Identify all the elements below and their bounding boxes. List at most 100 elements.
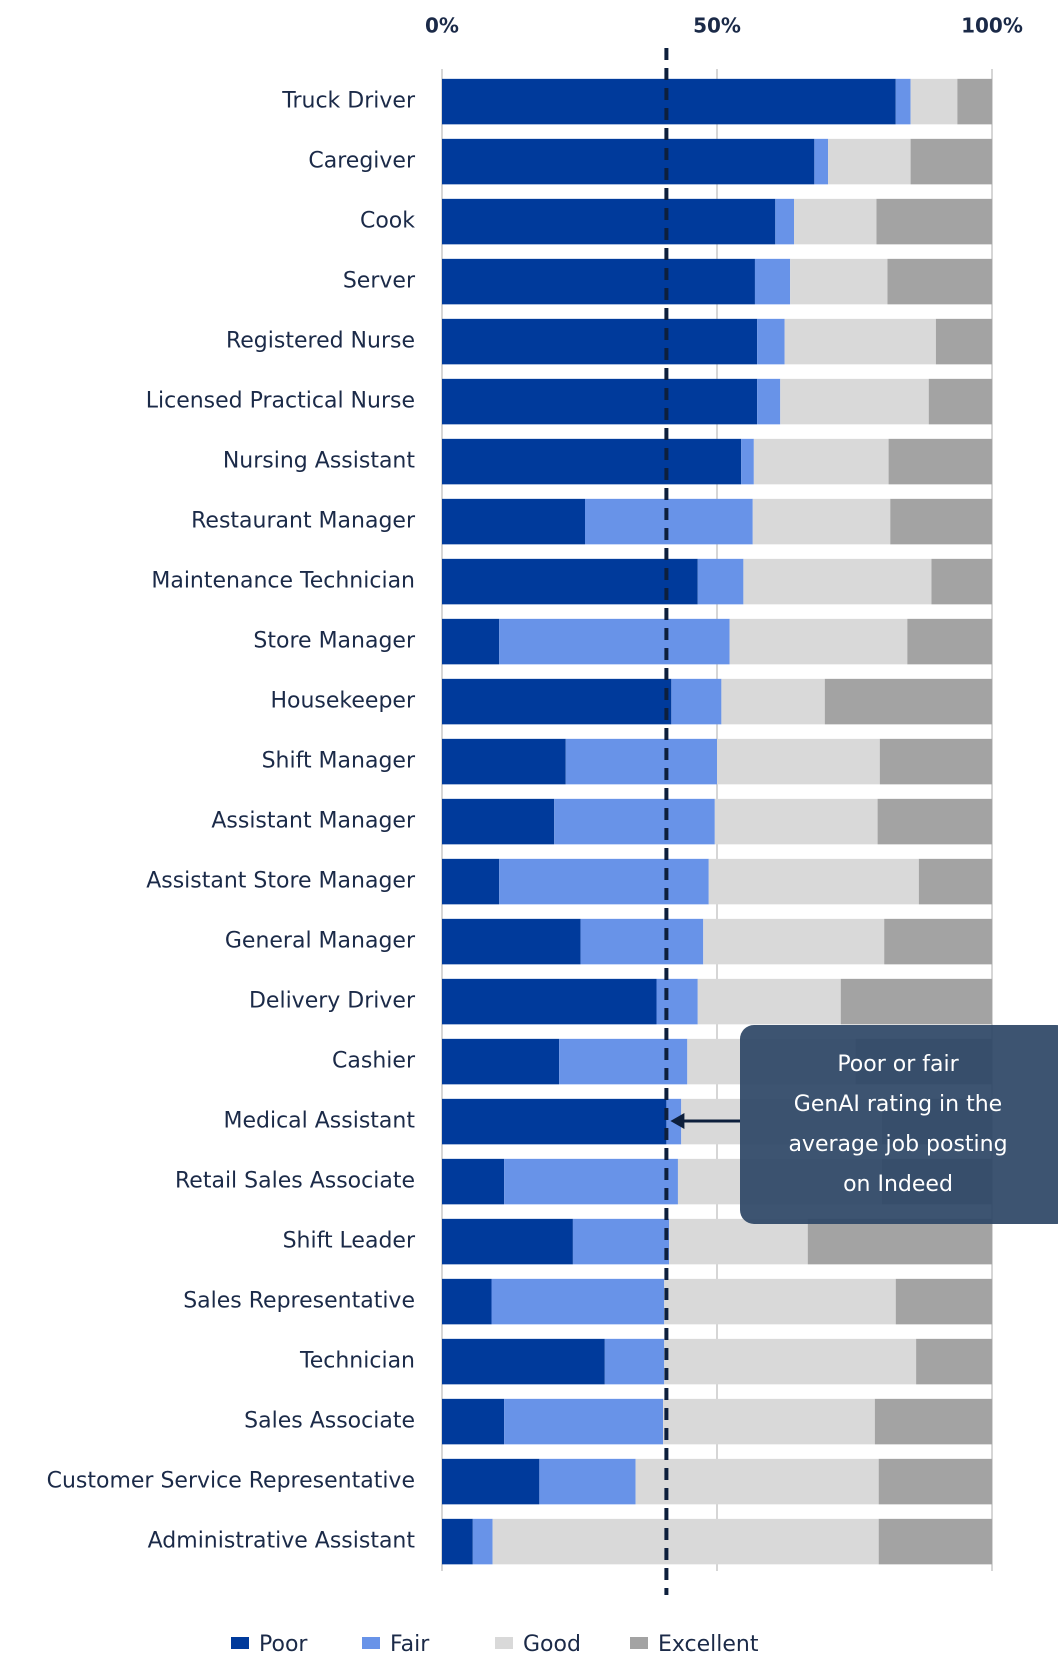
bar-segment <box>697 978 841 1025</box>
bar-segment <box>442 1098 667 1145</box>
bar-segment <box>442 978 657 1025</box>
bar-segment <box>492 1518 879 1565</box>
bar-segment <box>554 798 715 845</box>
bar-segment <box>442 378 758 425</box>
bar-segment <box>935 318 992 365</box>
bar-segment <box>572 1218 670 1265</box>
bar-segment <box>585 498 753 545</box>
bar-segment <box>442 138 815 185</box>
x-tick-label: 0% <box>425 14 459 38</box>
category-label: Shift Manager <box>262 749 416 774</box>
bar-segment <box>743 558 932 605</box>
bar-segment <box>931 558 992 605</box>
legend-label: Good <box>523 1632 581 1657</box>
arrow-head <box>670 1113 685 1129</box>
bar-segment <box>790 258 888 305</box>
bar-segment <box>442 1458 540 1505</box>
legend-label: Poor <box>259 1632 308 1657</box>
legend-swatch <box>630 1637 648 1649</box>
bar-segment <box>884 918 992 965</box>
category-label: Nursing Assistant <box>223 449 416 474</box>
bar-segment <box>442 678 672 725</box>
bar-segment <box>539 1458 636 1505</box>
bar-segment <box>635 1458 879 1505</box>
annotation-box <box>740 1025 1058 1224</box>
bar-segment <box>741 438 754 485</box>
bar-segment <box>757 318 785 365</box>
bar-segment <box>472 1518 493 1565</box>
bar-segment <box>442 318 758 365</box>
category-label: Store Manager <box>253 629 416 654</box>
legend-label: Fair <box>390 1632 430 1657</box>
bar-segment <box>504 1158 678 1205</box>
bar-segment <box>442 1158 505 1205</box>
bar-segment <box>752 498 891 545</box>
x-tick-label: 100% <box>961 14 1023 38</box>
category-label: Retail Sales Associate <box>175 1169 415 1194</box>
bar-segment <box>879 738 992 785</box>
bar-segment <box>780 378 929 425</box>
category-label: Assistant Store Manager <box>146 869 416 894</box>
category-label: Medical Assistant <box>223 1109 415 1134</box>
category-label: Assistant Manager <box>211 809 416 834</box>
bar-segment <box>957 78 992 125</box>
bar-segment <box>753 438 889 485</box>
bar-segment <box>604 1338 665 1385</box>
bar-segment <box>442 918 581 965</box>
bar-segment <box>907 618 992 665</box>
bar-segment <box>828 138 911 185</box>
bar-segment <box>928 378 992 425</box>
bar-segment <box>669 1218 808 1265</box>
category-label: Caregiver <box>308 149 416 174</box>
category-label: Administrative Assistant <box>148 1529 416 1554</box>
category-label: General Manager <box>225 929 416 954</box>
bar-segment <box>565 738 717 785</box>
bar-segment <box>910 138 992 185</box>
category-label: Server <box>343 269 416 294</box>
bar-segment <box>442 858 500 905</box>
bar-segment <box>671 678 722 725</box>
category-label: Sales Representative <box>183 1289 415 1314</box>
bar-segment <box>703 918 885 965</box>
bar-segment <box>895 1278 992 1325</box>
bar-segment <box>878 1518 992 1565</box>
bar-segment <box>888 438 992 485</box>
legend-swatch <box>362 1637 380 1649</box>
category-label: Truck Driver <box>281 89 416 114</box>
category-label: Customer Service Representative <box>47 1469 415 1494</box>
bar-segment <box>442 1218 573 1265</box>
category-label: Delivery Driver <box>249 989 416 1014</box>
legend-swatch <box>231 1637 249 1649</box>
bar-segment <box>910 78 958 125</box>
bar-segment <box>840 978 992 1025</box>
bar-segment <box>442 1398 505 1445</box>
bars <box>442 78 992 1565</box>
category-label: Licensed Practical Nurse <box>146 389 415 414</box>
category-label: Restaurant Manager <box>191 509 416 534</box>
bar-segment <box>807 1218 992 1265</box>
bar-segment <box>442 498 585 545</box>
category-label: Maintenance Technician <box>151 569 415 594</box>
bar-segment <box>794 198 877 245</box>
bar-segment <box>729 618 908 665</box>
category-label: Technician <box>299 1349 415 1374</box>
legend-swatch <box>495 1637 513 1649</box>
bar-segment <box>442 78 896 125</box>
bar-segment <box>442 198 776 245</box>
bar-segment <box>721 678 825 725</box>
bar-segment <box>708 858 919 905</box>
bar-segment <box>874 1398 992 1445</box>
bar-segment <box>442 738 566 785</box>
bar-segment <box>442 258 755 305</box>
bar-segment <box>814 138 829 185</box>
bar-segment <box>442 618 500 665</box>
bar-segment <box>442 1518 473 1565</box>
bar-segment <box>656 978 698 1025</box>
legend-label: Excellent <box>658 1632 759 1657</box>
bar-segment <box>714 798 878 845</box>
bar-segment <box>442 438 742 485</box>
bar-segment <box>664 1338 917 1385</box>
bar-segment <box>775 198 794 245</box>
bar-segment <box>784 318 936 365</box>
